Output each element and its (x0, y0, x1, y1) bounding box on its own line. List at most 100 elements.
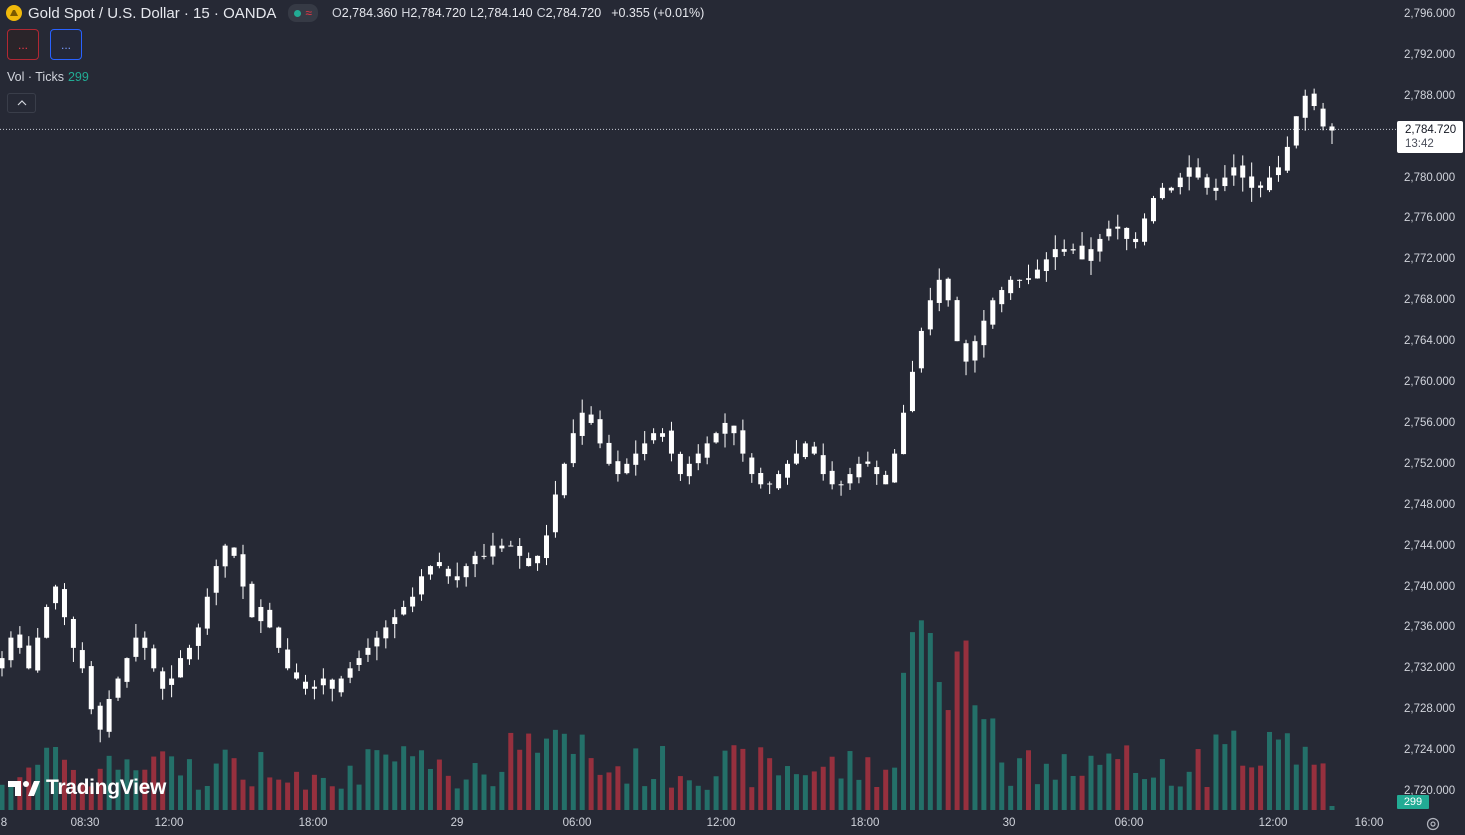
volume-bar (1222, 744, 1228, 810)
candle-body (722, 422, 728, 434)
indicator-button-blue[interactable]: ... (50, 29, 82, 60)
time-axis[interactable]: 8 08:30 12:00 18:00 29 06:00 12:00 18:00 30 06:00… (0, 810, 1396, 835)
price-tick: 2,740.000 (1404, 580, 1456, 593)
candle-body (401, 606, 407, 615)
candle-body (1329, 126, 1335, 131)
volume-bar (767, 758, 773, 810)
symbol-title[interactable]: Gold Spot / U.S. Dollar · 15 · OANDA (28, 4, 277, 22)
candle-body (802, 443, 808, 458)
volume-bar (972, 705, 978, 810)
candle-body (633, 453, 639, 465)
volume-bar (1275, 739, 1281, 810)
price-tick: 2,772.000 (1404, 253, 1456, 266)
volume-bar (695, 785, 701, 810)
price-tick: 2,768.000 (1404, 294, 1456, 307)
candle-body (88, 666, 94, 710)
volume-bar (436, 759, 442, 810)
candle-body (1017, 279, 1023, 281)
volume-bar (445, 775, 451, 810)
volume-bar (249, 786, 255, 810)
volume-bar (1133, 772, 1139, 810)
volume-legend[interactable]: Vol · Ticks 299 (7, 70, 89, 84)
volume-bar (374, 750, 380, 810)
price-tick: 2,748.000 (1404, 498, 1456, 511)
volume-bar (160, 751, 166, 810)
volume-bar (320, 777, 326, 810)
candle-body (249, 583, 255, 618)
volume-bar (338, 788, 344, 810)
volume-legend-label: Vol · Ticks (7, 70, 64, 84)
volume-bar (1293, 764, 1299, 810)
volume-bar (936, 682, 942, 810)
candle-body (1043, 259, 1049, 272)
chart-area[interactable] (0, 0, 1396, 810)
candle-body (1204, 177, 1210, 188)
candle-body (356, 658, 362, 665)
candle-body (1106, 228, 1112, 237)
candle-body (1258, 185, 1264, 188)
volume-bar (606, 772, 612, 810)
volume-bar (883, 769, 889, 810)
candle-body (213, 566, 219, 593)
volume-bar (302, 789, 308, 810)
price-tick: 2,796.000 (1404, 8, 1456, 20)
candle-body (579, 412, 585, 436)
candle-body (999, 290, 1005, 305)
volume-price-badge: 299 (1397, 795, 1429, 809)
candle-body (543, 535, 549, 559)
collapse-legend-button[interactable] (7, 93, 36, 113)
volume-bar (740, 748, 746, 810)
candle-body (945, 278, 951, 301)
volume-bar (829, 756, 835, 810)
candle-body (936, 279, 942, 303)
candle-body (1088, 249, 1094, 261)
open-value: 2,784.360 (341, 6, 398, 20)
volume-bar (1258, 765, 1264, 810)
candle-body (1231, 167, 1237, 176)
candle-body (44, 606, 50, 638)
candle-body (704, 443, 710, 458)
candle-body (892, 453, 898, 483)
candle-body (267, 609, 273, 628)
price-tick: 2,792.000 (1404, 48, 1456, 61)
volume-bar (151, 756, 157, 810)
volume-bar (892, 767, 898, 810)
market-status-pill[interactable]: ≈ (288, 4, 319, 22)
candle-body (1079, 245, 1085, 260)
volume-bar (1213, 734, 1219, 810)
indicator-button-red[interactable]: ... (7, 29, 39, 60)
volume-bar (1017, 758, 1023, 810)
low-value: 2,784.140 (476, 6, 533, 20)
last-price-value: 2,784.720 (1405, 124, 1457, 136)
candle-body (901, 412, 907, 455)
candle-body (374, 637, 380, 647)
volume-bar (454, 788, 460, 810)
price-tick: 2,752.000 (1404, 457, 1456, 470)
candle-body (686, 463, 692, 477)
candle-body (1097, 238, 1103, 252)
last-price-label: 2,784.720 13:42 (1397, 121, 1463, 153)
candle-body (222, 545, 228, 567)
volume-bar (945, 710, 951, 810)
candle-body (1177, 177, 1183, 188)
tradingview-watermark[interactable]: TradingView (8, 776, 166, 800)
volume-bar (1311, 764, 1317, 810)
volume-bar (927, 633, 933, 810)
volume-bar (258, 752, 264, 810)
price-tick: 2,720.000 (1404, 785, 1456, 797)
volume-bar (61, 759, 67, 810)
volume-bar (820, 766, 826, 810)
candle-body (1026, 278, 1032, 280)
price-chart[interactable] (0, 0, 1396, 810)
symbol-legend[interactable]: Gold Spot / U.S. Dollar · 15 · OANDA ≈ O… (6, 3, 704, 23)
price-tick: 2,760.000 (1404, 376, 1456, 389)
volume-bar (642, 786, 648, 810)
volume-bar (35, 764, 41, 810)
candle-body (347, 668, 353, 678)
volume-bar (793, 774, 799, 810)
volume-bar (847, 751, 853, 810)
settings-icon[interactable] (1426, 817, 1440, 831)
candle-body (552, 494, 558, 533)
volume-bar (1177, 786, 1183, 810)
volume-bar (1052, 779, 1058, 810)
